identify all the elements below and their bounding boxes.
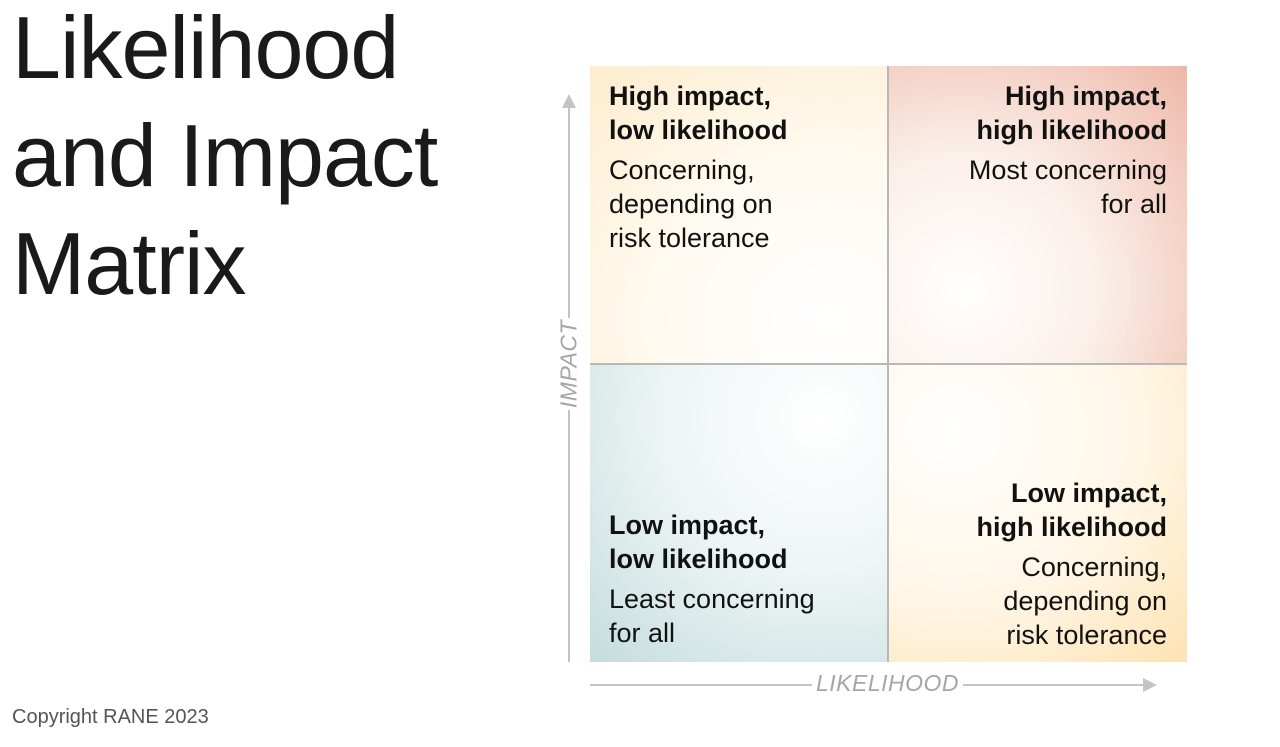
description-line: depending on bbox=[1003, 586, 1167, 616]
impact-axis-arrow-icon bbox=[562, 94, 576, 108]
description-line: for all bbox=[609, 618, 676, 648]
description-line: depending on bbox=[609, 189, 773, 219]
description-line: Concerning, bbox=[609, 155, 755, 185]
quadrant-low-impact-low-likelihood bbox=[590, 365, 887, 662]
quadrant-description: Concerning, depending on risk tolerance bbox=[609, 153, 788, 255]
impact-axis-label-background bbox=[553, 318, 585, 410]
quadrant-high-impact-low-likelihood bbox=[590, 66, 887, 363]
copyright-notice: Copyright RANE 2023 bbox=[12, 706, 209, 728]
quadrant-heading: Low impact, low likelihood bbox=[609, 508, 815, 576]
quadrant-text-bottom-left: Low impact, low likelihood Least concern… bbox=[609, 508, 815, 650]
matrix-horizontal-divider bbox=[590, 363, 1187, 365]
description-line: Most concerning bbox=[968, 155, 1167, 185]
page-title-line-2: and Impact bbox=[12, 106, 438, 205]
quadrant-description: Most concerning for all bbox=[969, 153, 1167, 221]
likelihood-impact-matrix: High impact, low likelihood Concerning, … bbox=[590, 66, 1187, 662]
page-title-line-3: Matrix bbox=[12, 214, 247, 313]
quadrant-description: Concerning, depending on risk tolerance bbox=[977, 550, 1167, 652]
heading-line: Low impact, bbox=[1010, 478, 1167, 508]
likelihood-axis-label: LIKELIHOOD bbox=[812, 670, 964, 697]
quadrant-text-bottom-right: Low impact, high likelihood Concerning, … bbox=[977, 476, 1168, 652]
page-title-line-1: Likelihood bbox=[12, 0, 399, 97]
heading-line: high likelihood bbox=[976, 115, 1168, 145]
heading-line: high likelihood bbox=[976, 512, 1168, 542]
quadrant-high-impact-high-likelihood bbox=[889, 66, 1187, 363]
quadrant-heading: High impact, low likelihood bbox=[609, 79, 788, 147]
heading-line: low likelihood bbox=[609, 544, 788, 574]
description-line: Least concerning bbox=[609, 584, 815, 614]
description-line: risk tolerance bbox=[609, 223, 770, 253]
likelihood-axis-arrow-icon bbox=[1143, 678, 1157, 692]
quadrant-heading: Low impact, high likelihood bbox=[977, 476, 1168, 544]
description-line: risk tolerance bbox=[1006, 620, 1167, 650]
quadrant-heading: High impact, high likelihood bbox=[969, 79, 1168, 147]
quadrant-low-impact-high-likelihood bbox=[889, 365, 1187, 662]
impact-axis-label: IMPACT bbox=[555, 319, 582, 409]
description-line: Concerning, bbox=[1021, 552, 1167, 582]
quadrant-description: Least concerning for all bbox=[609, 582, 815, 650]
description-line: for all bbox=[1100, 189, 1167, 219]
quadrant-text-top-left: High impact, low likelihood Concerning, … bbox=[609, 79, 788, 255]
heading-line: low likelihood bbox=[609, 115, 788, 145]
heading-line: Low impact, bbox=[609, 510, 766, 540]
quadrant-text-top-right: High impact, high likelihood Most concer… bbox=[969, 79, 1167, 221]
heading-line: High impact, bbox=[1004, 81, 1167, 111]
heading-line: High impact, bbox=[609, 81, 772, 111]
